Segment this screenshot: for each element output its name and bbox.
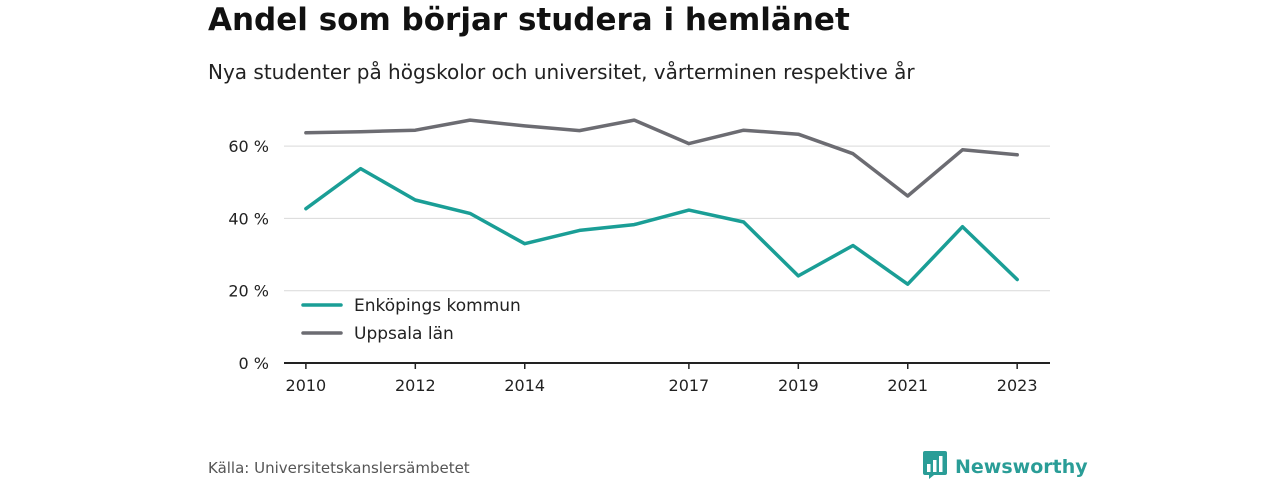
source-note: Källa: Universitetskanslersämbetet: [208, 459, 470, 477]
grid-lines: [284, 145, 1050, 292]
chart-subtitle: Nya studenter på högskolor och universit…: [208, 60, 915, 84]
x-axis-tick-labels: 2010 2012 2014 2017 2019 2021 2023: [286, 376, 1038, 395]
y-tick-label: 60 %: [228, 137, 269, 156]
legend-label: Enköpings kommun: [354, 296, 521, 316]
line-chart: 0 % 20 % 40 % 60 % 2010 2012 2014 2017 2019 2021…: [228, 118, 1050, 395]
bar-chart-speech-bubble-icon: [922, 450, 948, 484]
data-series: [304, 118, 1019, 286]
legend-label: Uppsala län: [354, 324, 454, 344]
y-tick-label: 20 %: [228, 282, 269, 301]
brand-logo[interactable]: Newsworthy: [922, 450, 1088, 484]
x-tick-label: 2021: [887, 376, 928, 395]
legend: Enköpings kommun Uppsala län: [301, 296, 521, 344]
x-tick-label: 2023: [997, 376, 1038, 395]
series-line-uppsala-lan: [304, 118, 1019, 198]
x-axis: [284, 362, 1050, 369]
x-tick-label: 2019: [778, 376, 819, 395]
chart-title: Andel som börjar studera i hemlänet: [208, 2, 850, 38]
brand-name: Newsworthy: [955, 456, 1088, 478]
x-tick-label: 2010: [286, 376, 327, 395]
y-axis-tick-labels: 0 % 20 % 40 % 60 %: [228, 137, 269, 373]
x-tick-label: 2017: [669, 376, 710, 395]
x-tick-label: 2012: [395, 376, 436, 395]
x-tick-label: 2014: [504, 376, 545, 395]
y-tick-label: 40 %: [228, 209, 269, 228]
series-line-enkopings-kommun: [304, 166, 1019, 286]
y-tick-label: 0 %: [239, 354, 269, 373]
